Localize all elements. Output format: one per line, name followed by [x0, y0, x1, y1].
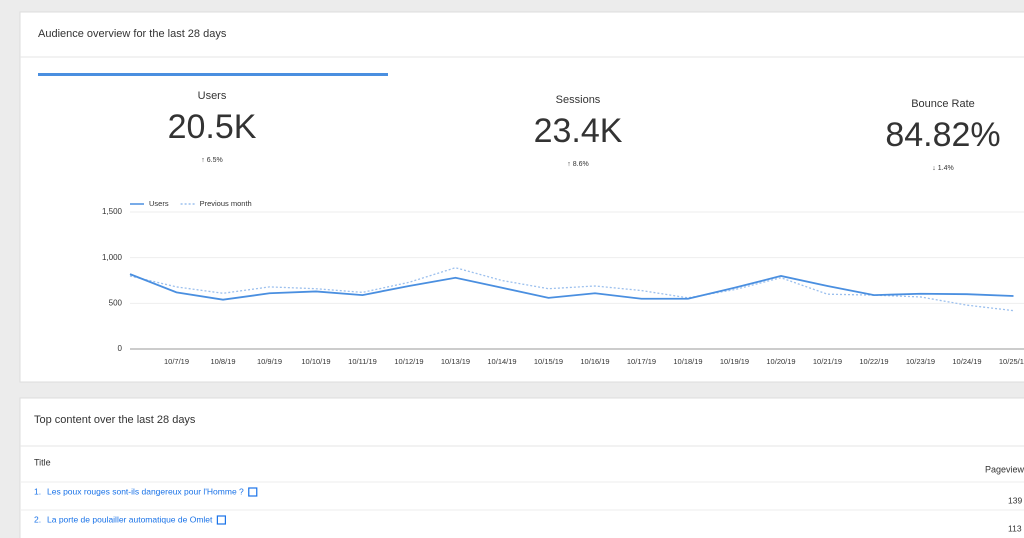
- x-tick-label: 10/23/19: [906, 357, 935, 366]
- legend-label: Users: [149, 199, 169, 208]
- row-title-link[interactable]: Les poux rouges sont-ils dangereux pour …: [47, 486, 244, 496]
- row-title-link[interactable]: La porte de poulailler automatique de Om…: [47, 514, 213, 524]
- kpi-label: Bounce Rate: [911, 98, 975, 110]
- y-tick-label: 1,000: [102, 253, 123, 262]
- y-tick-label: 0: [118, 344, 123, 353]
- x-tick-label: 10/21/19: [813, 357, 842, 366]
- card-title: Audience overview for the last 28 days: [38, 28, 227, 40]
- x-tick-label: 10/7/19: [164, 357, 189, 366]
- x-tick-label: 10/20/19: [766, 357, 795, 366]
- kpi-value: 23.4K: [534, 112, 623, 150]
- x-tick-label: 10/13/19: [441, 357, 470, 366]
- x-tick-label: 10/17/19: [627, 357, 656, 366]
- external-link-icon[interactable]: [248, 487, 258, 497]
- kpi-value: 20.5K: [168, 108, 257, 146]
- x-tick-label: 10/19/19: [720, 357, 749, 366]
- card-title: Top content over the last 28 days: [34, 414, 196, 426]
- kpi-row: Users 20.5K ↑ 6.5% Sessions 23.4K ↑ 8.6% Bounc…: [168, 90, 1001, 172]
- x-tick-label: 10/8/19: [210, 357, 235, 366]
- x-tick-label: 10/22/19: [859, 357, 888, 366]
- external-link-icon[interactable]: [216, 515, 226, 525]
- column-header: Pageviews: [985, 464, 1024, 474]
- x-tick-label: 10/15/19: [534, 357, 563, 366]
- kpi-label: Sessions: [556, 94, 601, 106]
- x-tick-label: 10/12/19: [394, 357, 423, 366]
- x-tick-label: 10/10/19: [301, 357, 330, 366]
- kpi-change: ↓ 1.4%: [932, 165, 953, 172]
- kpi-change: ↑ 8.6%: [567, 161, 588, 168]
- column-header: Title: [34, 457, 51, 467]
- y-tick-label: 1,500: [102, 207, 123, 216]
- x-tick-label: 10/25/19: [999, 357, 1024, 366]
- x-tick-label: 10/9/19: [257, 357, 282, 366]
- chart: 0 500 1,000 1,500 10/7/19 10/8/19 10/9/19 10/10…: [102, 199, 1024, 366]
- row-rank: 1.: [34, 486, 41, 496]
- table-rows: 1. Les poux rouges sont-ils dangereux pou…: [20, 481, 1024, 533]
- x-tick-label: 10/11/19: [348, 357, 377, 366]
- overview-card: [19, 11, 1024, 383]
- legend-label: Previous month: [200, 199, 252, 208]
- row-rank: 2.: [34, 514, 41, 524]
- series-line: [129, 273, 1014, 301]
- content-card: [19, 397, 1024, 538]
- active-tab-indicator: [38, 73, 388, 76]
- x-tick-label: 10/14/19: [487, 357, 516, 366]
- kpi-label: Users: [198, 90, 227, 102]
- series-line: [129, 267, 1014, 312]
- x-tick-label: 10/16/19: [580, 357, 609, 366]
- row-pageviews: 139: [1008, 495, 1022, 505]
- x-tick-label: 10/24/19: [952, 357, 981, 366]
- x-tick-label: 10/18/19: [673, 357, 702, 366]
- kpi-change: ↑ 6.5%: [201, 157, 222, 164]
- row-pageviews: 113: [1008, 523, 1022, 533]
- y-tick-label: 500: [109, 298, 123, 307]
- kpi-value: 84.82%: [885, 116, 1000, 154]
